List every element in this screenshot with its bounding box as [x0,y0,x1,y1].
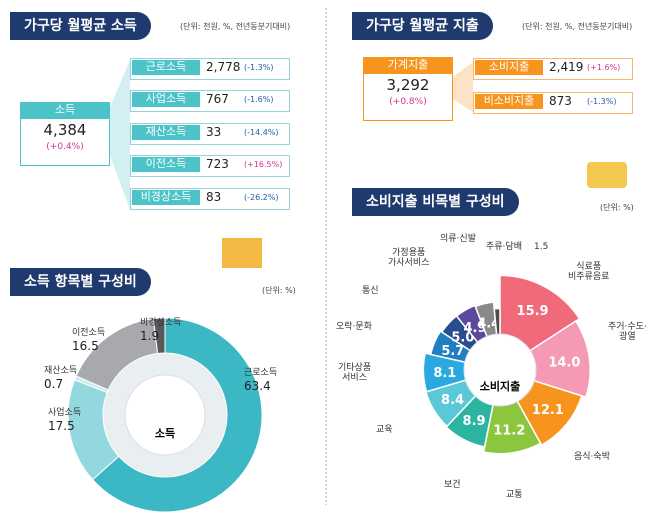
value-label: 17.5 [48,419,75,433]
total-value: 3,292 [386,76,430,94]
item-change: (+1.6%) [587,63,621,72]
item-value: 33 [206,125,222,139]
connector [108,60,130,210]
category-label: 통신 [362,286,379,296]
unit-note: (단위: %) [600,203,634,212]
category-label: 주거·수도· 광열 [608,322,647,343]
value-label: 8.4 [441,393,464,408]
item-label: 비경상소득 [132,190,200,205]
category-label: 보건 [444,480,461,490]
item-change: (-1.6%) [244,95,274,104]
center-circle [463,333,537,407]
value-label: 5.7 [441,344,464,359]
section-title: 가구당 월평균 소득 [10,12,151,41]
item-change: (-14.4%) [244,128,279,137]
unit-note: (단위: 천원, %, 전년동분기대비) [180,22,291,31]
donut-segment [91,317,263,513]
total-label: 소득 [20,102,110,119]
category-label: 주류·담배 [486,242,522,252]
value-label: 63.4 [244,379,271,393]
value-label: 8.1 [433,366,456,381]
house-icon [222,238,262,268]
value-label: 1.9 [140,329,160,343]
pie-segment [422,352,503,393]
value-label: 16.5 [72,339,99,353]
value-label: 14.0 [548,355,580,370]
item-change: (-26.2%) [244,193,279,202]
section-title: 가구당 월평균 지출 [352,12,493,41]
pie-segment [498,320,591,399]
category-label: 교통 [506,490,523,500]
item-change: (-1.3%) [244,63,274,72]
center-circle [124,374,206,456]
item-change: (+16.5%) [244,160,283,169]
category-label: 가정용품 가사서비스 [388,248,430,269]
item-label: 재산소득 [132,125,200,140]
item-change: (-1.3%) [587,97,617,106]
category-label: 의류·신발 [440,234,476,244]
category-label: 비경상소득 [140,318,182,328]
category-label: 재산소득 [44,366,78,376]
chart-title: 소득 항목별 구성비 [10,268,151,297]
value-label: 0.7 [44,377,64,391]
value-label: 12.1 [532,403,564,418]
item-label: 비소비지출 [475,94,543,109]
value-label: 8.9 [463,414,486,429]
center-label: 소득 [155,427,175,440]
item-value: 2,419 [549,60,584,74]
category-label: 음식·숙박 [574,452,610,462]
value-label: 1.5 [534,242,549,252]
total-value: 4,384 [43,121,87,139]
chart-title: 소비지출 비목별 구성비 [352,188,519,217]
item-label: 사업소득 [132,92,200,107]
category-label: 식료품 비주류음료 [568,262,610,283]
total-label: 가계지출 [363,57,453,74]
unit-note: (단위: 천원, %, 전년동분기대비) [522,22,633,31]
coin-icon [587,162,627,188]
item-value: 767 [206,92,229,106]
connector [451,62,473,112]
value-label: 15.9 [517,304,549,319]
item-value: 723 [206,157,229,171]
value-label: 11.2 [493,424,525,439]
category-label: 기타상품 서비스 [338,363,372,384]
category-label: 교육 [376,425,393,435]
unit-note: (단위: %) [262,286,296,295]
center-label: 소비지출 [480,379,520,393]
item-value: 873 [549,94,572,108]
donut-segment [152,317,166,354]
category-label: 이전소득 [72,328,106,338]
total-change: (+0.4%) [46,142,84,152]
category-label: 근로소득 [244,368,278,378]
category-label: 사업소득 [48,408,82,418]
value-label: 4.9 [464,321,487,336]
item-label: 소비지출 [475,60,543,75]
item-label: 이전소득 [132,157,200,172]
item-value: 83 [206,190,222,204]
item-value: 2,778 [206,60,241,74]
value-label: 4.4 [477,316,500,331]
item-label: 근로소득 [132,60,200,75]
category-label: 오락·문화 [336,322,372,332]
value-label: 5.0 [451,330,474,345]
total-change: (+0.8%) [389,97,427,107]
